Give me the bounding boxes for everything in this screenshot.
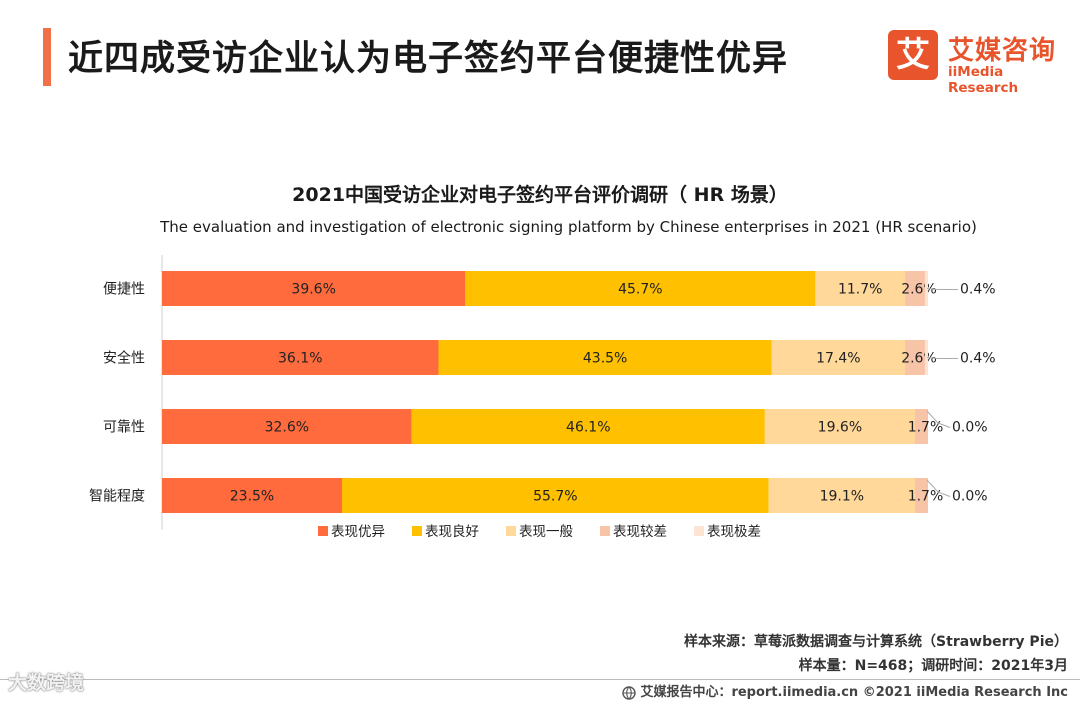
stacked-bar-chart: 便捷性 39.6% 45.7% 11.7% 2.6% 0.4% 安全性 36.1% 43.5% 1… xyxy=(89,255,996,540)
category-label: 智能程度 xyxy=(89,489,145,505)
bar-segment xyxy=(465,271,816,306)
bar-segment xyxy=(162,409,412,444)
globe-icon xyxy=(622,685,637,700)
chart-subtitle: The evaluation and investigation of elec… xyxy=(160,218,977,236)
data-label: 43.5% xyxy=(583,351,627,367)
legend-swatch xyxy=(506,526,516,536)
legend-label: 表现优异 xyxy=(331,524,385,540)
data-label: 23.5% xyxy=(230,489,274,505)
category-label: 可靠性 xyxy=(103,420,145,436)
data-label: 11.7% xyxy=(838,282,882,298)
bar-segment xyxy=(905,340,925,375)
data-label: 0.4% xyxy=(960,351,996,367)
title-accent-bar xyxy=(43,28,51,86)
leader-line xyxy=(926,479,951,497)
footer-copyright: 艾媒报告中心：report.iimedia.cn ©2021 iiMedia R… xyxy=(622,681,1068,700)
data-label: 17.4% xyxy=(816,351,860,367)
bar-segment xyxy=(768,478,915,513)
data-label: 0.0% xyxy=(952,489,988,505)
data-label: 36.1% xyxy=(278,351,322,367)
data-label: 2.6% xyxy=(901,351,937,367)
legend-swatch xyxy=(694,526,704,536)
legend-label: 表现较差 xyxy=(613,524,667,540)
legend-swatch xyxy=(600,526,610,536)
legend-label: 表现一般 xyxy=(519,524,573,540)
data-label: 55.7% xyxy=(533,489,577,505)
logo-mark: 艾 xyxy=(888,30,938,80)
leader-line xyxy=(926,410,951,428)
source-note: 样本来源：草莓派数据调查与计算系统（Strawberry Pie） xyxy=(684,634,1068,650)
legend-label: 表现良好 xyxy=(425,524,479,540)
bar-segment xyxy=(771,340,906,375)
data-label: 1.7% xyxy=(908,420,944,436)
bar-segment xyxy=(162,271,466,306)
bar-segment xyxy=(914,478,928,513)
bar-segment xyxy=(342,478,769,513)
category-label: 便捷性 xyxy=(103,282,145,298)
data-label: 46.1% xyxy=(566,420,610,436)
chart-title: 2021中国受访企业对电子签约平台评价调研（ HR 场景） xyxy=(292,184,788,206)
logo-en-text: iiMedia Research xyxy=(948,64,1019,96)
bar-segment xyxy=(438,340,772,375)
data-label: 19.6% xyxy=(818,420,862,436)
bar-segment xyxy=(924,340,928,375)
data-label: 45.7% xyxy=(618,282,662,298)
bar-segment xyxy=(162,478,343,513)
category-label: 安全性 xyxy=(103,350,145,367)
data-label: 2.6% xyxy=(901,282,937,298)
page-title: 近四成受访企业认为电子签约平台便捷性优异 xyxy=(68,39,789,79)
data-label: 0.0% xyxy=(952,420,988,436)
bar-segment xyxy=(764,409,915,444)
logo-cn-text: 艾媒咨询 xyxy=(948,36,1057,66)
data-label: 32.6% xyxy=(265,420,309,436)
bar-segment xyxy=(905,271,925,306)
data-label: 0.4% xyxy=(960,282,996,298)
footer-divider xyxy=(0,679,1080,680)
data-label: 19.1% xyxy=(820,489,864,505)
bar-segment xyxy=(914,409,928,444)
sample-note: 样本量：N=468；调研时间：2021年3月 xyxy=(798,658,1068,674)
brand-logo: 艾 艾媒咨询 iiMedia Research xyxy=(888,30,1068,96)
leader-line xyxy=(926,288,958,290)
footer-copyright-text: 艾媒报告中心：report.iimedia.cn ©2021 iiMedia R… xyxy=(640,685,1068,700)
bar-segment xyxy=(411,409,765,444)
legend-swatch xyxy=(412,526,422,536)
data-label: 39.6% xyxy=(291,282,335,298)
leader-line xyxy=(926,357,958,359)
watermark-text: 大数跨境 xyxy=(8,672,85,694)
legend-swatch xyxy=(318,526,328,536)
bar-segment xyxy=(815,271,906,306)
bar-segment xyxy=(162,340,439,375)
legend-label: 表现极差 xyxy=(707,524,761,540)
data-label: 1.7% xyxy=(908,489,944,505)
bar-segment xyxy=(924,271,928,306)
